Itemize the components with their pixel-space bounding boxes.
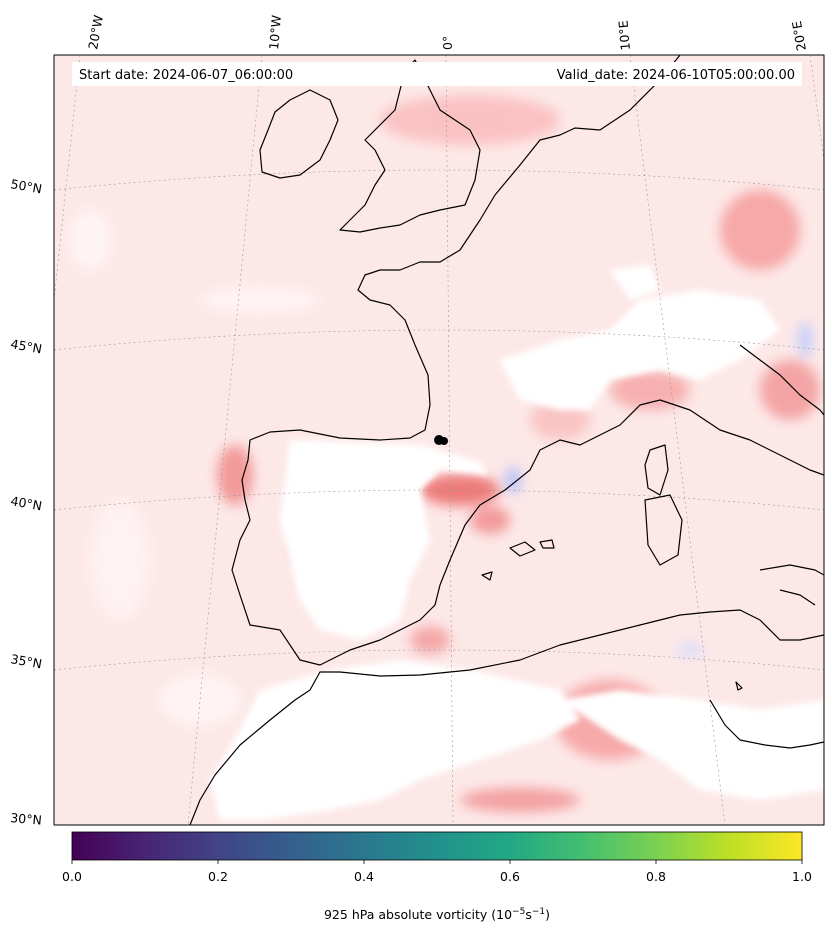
north-africa-coast [189,609,824,825]
start-date-label: Start date: 2024-06-07_06:00:00 [79,68,293,83]
lat-label-35n: 35°N [9,651,43,671]
colorbar-tick-3: 0.6 [500,869,520,884]
lat-label-40n: 40°N [9,493,43,513]
coastlines [189,55,824,825]
ireland-coast [259,89,339,179]
valid-date-label: Valid_date: 2024-06-10T05:00:00.00 [557,68,795,83]
lon-label-20e: 20°E [789,20,809,52]
header-box [72,62,802,86]
graticule [54,55,824,825]
lon-label-0: 0° [440,36,455,50]
lon-label-20w: 20°W [85,14,106,51]
balearic-coast [509,541,536,557]
colorbar-tick-0: 0.0 [62,869,82,884]
lon-label-10w: 10°W [266,15,284,51]
sardinia-coast [644,494,683,566]
colorbar-tick-4: 0.8 [646,869,666,884]
lat-label-50n: 50°N [9,176,43,196]
colorbar-tick-5: 1.0 [792,869,812,884]
corsica-coast [644,444,669,496]
colorbar-gradient [71,831,803,861]
colorbar: 0.0 0.2 0.4 0.6 0.8 1.0 925 hPa absolute… [62,831,812,922]
location-marker [434,435,448,445]
vorticity-contours [70,95,820,812]
lat-label-45n: 45°N [9,336,43,356]
lat-label-30n: 30°N [10,810,43,828]
colorbar-ticks [71,860,803,864]
colorbar-tick-1: 0.2 [208,869,228,884]
sicily-coast [759,564,824,576]
great-britain-coast [339,59,481,233]
europe-mainland-coast [231,55,824,666]
italy-coast [739,344,824,416]
map-frame [53,54,825,826]
map-panel [54,55,824,825]
colorbar-label: 925 hPa absolute vorticity (10−5s−1) [324,907,550,922]
near-zero-regions [210,265,824,820]
colorbar-tick-2: 0.4 [354,869,374,884]
lon-label-10e: 10°E [615,20,633,51]
